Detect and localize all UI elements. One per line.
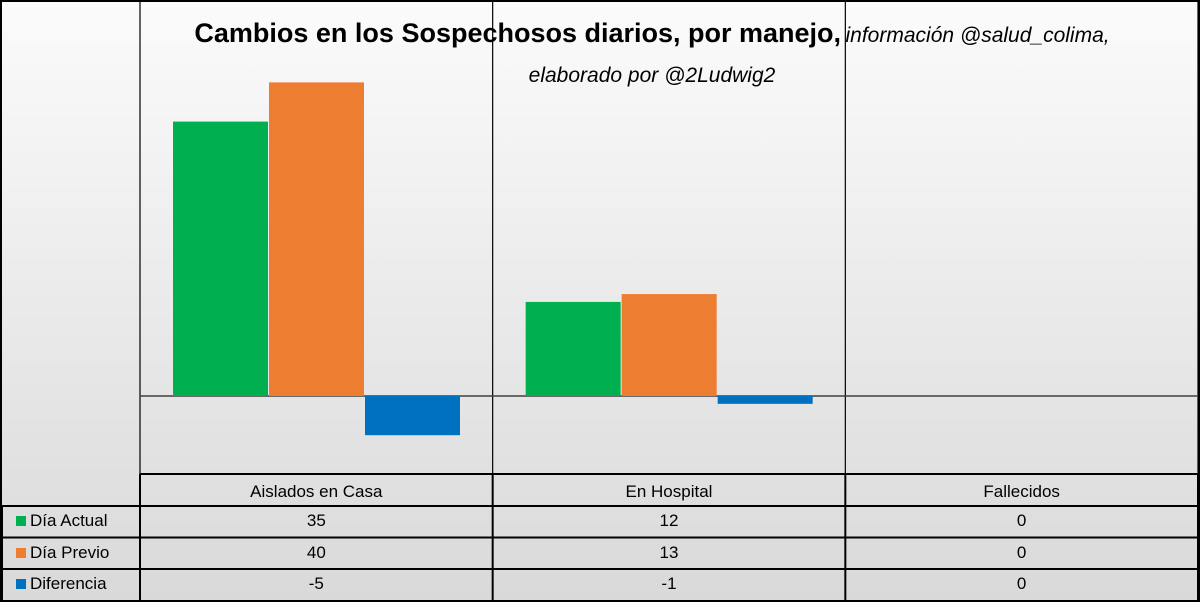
data-label: 0 bbox=[1016, 511, 1027, 530]
data-label: 35 bbox=[306, 511, 326, 530]
legend-swatch bbox=[16, 516, 26, 526]
category-label: En Hospital bbox=[625, 482, 713, 501]
legend-swatch bbox=[16, 579, 26, 589]
chart-title-source: información @salud_colima, bbox=[845, 24, 1110, 47]
data-label: -5 bbox=[308, 574, 324, 593]
bar-dia-previo-0 bbox=[269, 82, 364, 397]
legend-swatch bbox=[16, 547, 26, 558]
chart-title-main: Cambios en los Sospechosos diarios, por … bbox=[194, 18, 842, 48]
bar-dia-actual-0 bbox=[173, 121, 268, 396]
bar-diferencia-1 bbox=[717, 396, 813, 404]
chart-title-author: elaborado por @2Ludwig2 bbox=[528, 64, 776, 87]
legend-label: Diferencia bbox=[30, 574, 107, 593]
data-label: 0 bbox=[1016, 574, 1027, 593]
legend-label: Día Previo bbox=[30, 542, 110, 562]
data-label: 40 bbox=[306, 542, 326, 562]
bar-diferencia-0 bbox=[365, 396, 460, 436]
data-label: 12 bbox=[659, 511, 679, 530]
bar-dia-previo-1 bbox=[621, 294, 717, 396]
chart-title: Cambios en los Sospechosos diarios, por … bbox=[152, 14, 1152, 97]
category-label: Aislados en Casa bbox=[250, 482, 383, 501]
data-label: -1 bbox=[661, 574, 677, 593]
category-label: Fallecidos bbox=[983, 482, 1060, 501]
data-label: 13 bbox=[659, 542, 679, 562]
data-label: 0 bbox=[1016, 542, 1027, 562]
bar-dia-actual-1 bbox=[525, 301, 621, 396]
legend-label: Día Actual bbox=[30, 511, 108, 530]
